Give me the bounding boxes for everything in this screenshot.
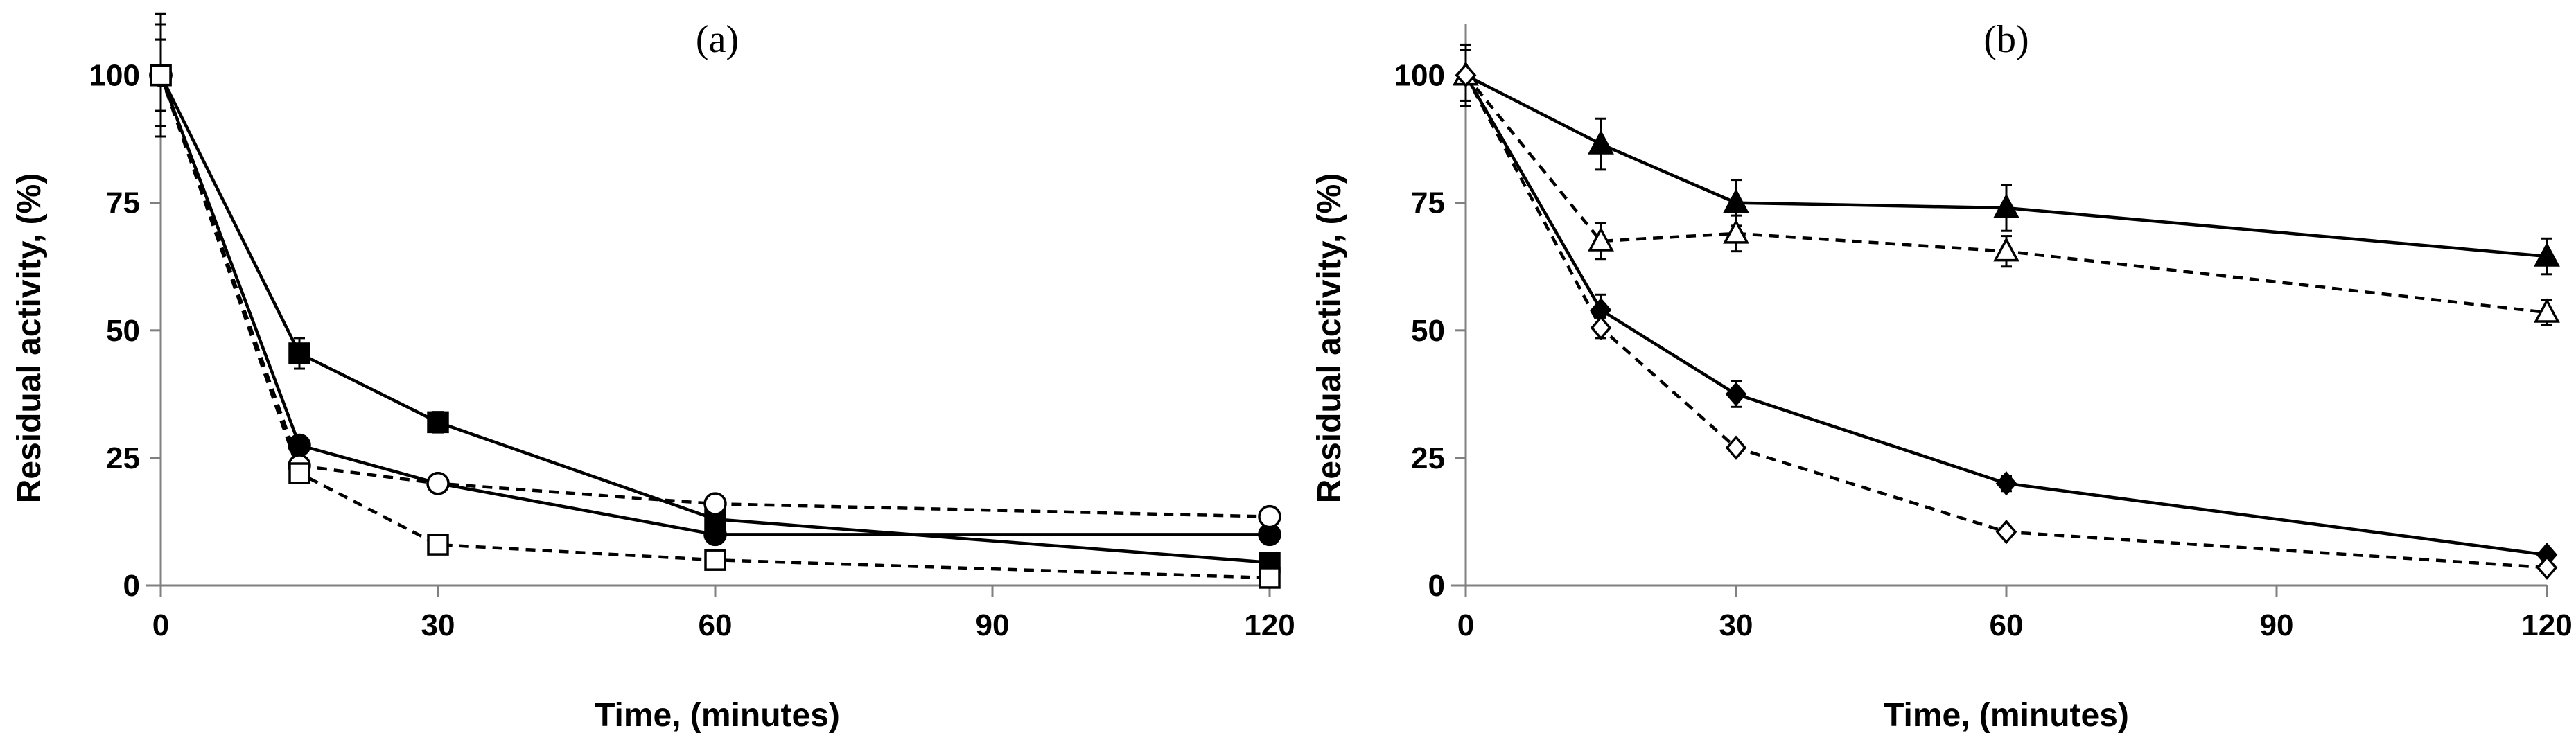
x-tick-label: 30 bbox=[421, 608, 455, 642]
panel-b-title: (b) bbox=[1983, 18, 2029, 61]
y-tick-label: 100 bbox=[1394, 59, 1445, 93]
data-point-filled-diamond bbox=[1725, 382, 1747, 407]
data-point-open-diamond bbox=[1995, 520, 2017, 545]
data-point-filled-diamond bbox=[1995, 471, 2017, 496]
panel-a-axes: 0 25 50 75 100 0 30 60 90 120 bbox=[89, 24, 1295, 642]
panel-a: (a) Time, (minutes) Residual activity, (… bbox=[11, 12, 1295, 734]
panel-b-axes: 0 25 50 75 100 0 30 60 90 120 bbox=[1394, 24, 2573, 642]
panel-b-ylabel: Residual activity, (%) bbox=[1311, 173, 1348, 504]
y-tick-label: 50 bbox=[106, 314, 140, 348]
x-tick-label: 60 bbox=[699, 608, 733, 642]
data-point-open-square bbox=[288, 462, 310, 484]
data-point-filled-circle bbox=[288, 433, 311, 457]
x-tick-label: 60 bbox=[1990, 608, 2024, 642]
x-tick-label: 0 bbox=[152, 608, 169, 642]
panel-a-series bbox=[149, 12, 1281, 589]
data-point-open-circle bbox=[426, 471, 450, 495]
data-point-open-diamond bbox=[1455, 62, 1477, 88]
data-point-filled-circle bbox=[703, 522, 727, 547]
x-tick-label: 90 bbox=[976, 608, 1010, 642]
y-tick-label: 0 bbox=[123, 569, 140, 603]
x-tick-label: 90 bbox=[2260, 608, 2294, 642]
x-tick-label: 0 bbox=[1457, 608, 1474, 642]
data-point-filled-triangle bbox=[1723, 188, 1749, 213]
y-tick-label: 75 bbox=[1411, 186, 1445, 220]
data-point-open-triangle bbox=[1723, 219, 1749, 244]
panel-b: (b) Time, (minutes) Residual activity, (… bbox=[1311, 18, 2573, 734]
data-point-open-square bbox=[704, 549, 726, 571]
y-tick-label: 75 bbox=[106, 186, 140, 220]
data-point-filled-square bbox=[427, 411, 449, 434]
y-tick-label: 0 bbox=[1428, 569, 1445, 603]
data-point-open-square bbox=[427, 534, 449, 556]
x-tick-label: 30 bbox=[1719, 608, 1753, 642]
data-point-filled-triangle bbox=[1993, 193, 2019, 218]
panel-a-xlabel: Time, (minutes) bbox=[595, 697, 840, 734]
panel-a-title: (a) bbox=[696, 18, 739, 61]
y-tick-label: 100 bbox=[89, 59, 140, 93]
panel-b-xlabel: Time, (minutes) bbox=[1884, 697, 2129, 734]
panel-b-markers bbox=[1453, 60, 2560, 580]
panel-a-markers bbox=[149, 63, 1281, 589]
series-line-open-square bbox=[159, 74, 1270, 580]
data-point-open-circle bbox=[703, 492, 727, 516]
data-point-filled-triangle bbox=[1588, 130, 1614, 155]
data-point-open-circle bbox=[1258, 504, 1281, 529]
x-tick-label: 120 bbox=[2521, 608, 2572, 642]
y-tick-label: 50 bbox=[1411, 314, 1445, 348]
data-point-open-diamond bbox=[2536, 555, 2558, 580]
y-tick-label: 25 bbox=[106, 441, 140, 475]
x-tick-label: 120 bbox=[1244, 608, 1295, 642]
panel-a-ylabel: Residual activity, (%) bbox=[11, 173, 48, 504]
data-point-open-diamond bbox=[1590, 315, 1612, 340]
data-point-filled-square bbox=[288, 342, 310, 364]
panel-b-series bbox=[1453, 43, 2560, 580]
data-point-open-diamond bbox=[1725, 435, 1747, 460]
data-point-open-triangle bbox=[2534, 298, 2560, 323]
data-point-open-square bbox=[1259, 567, 1281, 589]
data-point-open-square bbox=[150, 64, 172, 87]
data-point-filled-triangle bbox=[2534, 242, 2560, 267]
data-point-open-triangle bbox=[1588, 227, 1614, 252]
y-tick-label: 25 bbox=[1411, 441, 1445, 475]
data-point-open-triangle bbox=[1993, 236, 2019, 262]
